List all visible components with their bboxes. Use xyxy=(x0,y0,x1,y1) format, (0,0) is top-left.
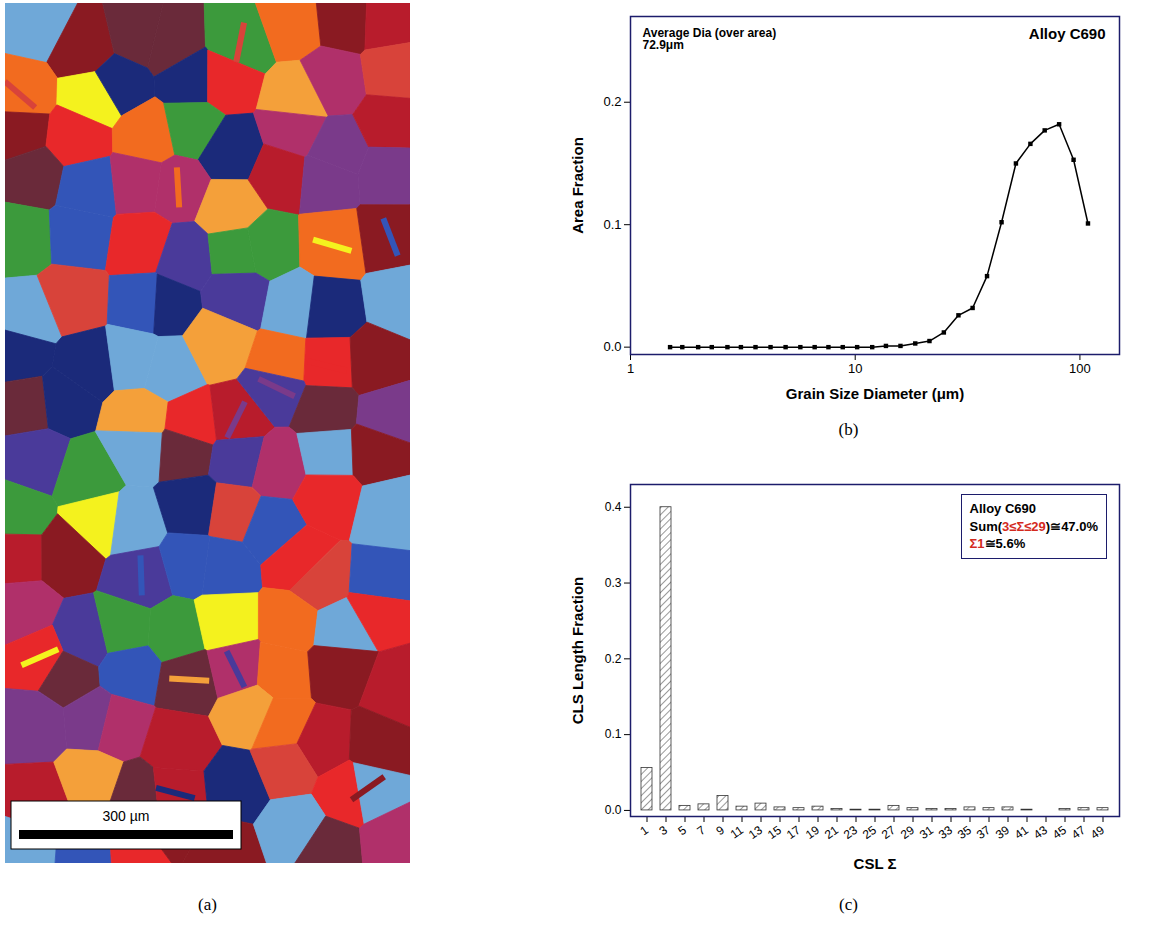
svg-text:17: 17 xyxy=(784,823,803,842)
svg-text:100: 100 xyxy=(1069,361,1091,376)
svg-text:33: 33 xyxy=(936,823,955,842)
svg-text:37: 37 xyxy=(974,823,993,842)
svg-text:0.3: 0.3 xyxy=(605,576,622,590)
svg-text:47: 47 xyxy=(1069,823,1088,842)
svg-text:Alloy C690: Alloy C690 xyxy=(1029,25,1106,42)
html-text:Alloy C690: Alloy C690 xyxy=(969,501,1036,516)
svg-text:0.1: 0.1 xyxy=(605,727,622,741)
svg-text:0.1: 0.1 xyxy=(603,217,621,232)
svg-text:43: 43 xyxy=(1031,823,1050,842)
svg-text:45: 45 xyxy=(1050,823,1069,842)
svg-text:19: 19 xyxy=(803,823,822,842)
svg-text:1: 1 xyxy=(637,823,651,838)
svg-text:13: 13 xyxy=(746,823,765,842)
html-text:(b): (b) xyxy=(838,420,859,439)
svg-text:49: 49 xyxy=(1088,823,1107,842)
svg-text:CSL Σ: CSL Σ xyxy=(854,855,897,872)
svg-text:0.2: 0.2 xyxy=(605,652,622,666)
svg-text:23: 23 xyxy=(841,823,860,842)
html-text:(c): (c) xyxy=(839,895,858,914)
html-text:Σ1 ≅5.6%: Σ1 ≅5.6% xyxy=(969,536,1026,552)
svg-text:300 µm: 300 µm xyxy=(103,808,150,824)
svg-text:10: 10 xyxy=(848,361,862,376)
svg-text:CLS Length Fraction: CLS Length Fraction xyxy=(569,577,586,725)
svg-text:5: 5 xyxy=(675,823,689,838)
svg-text:7: 7 xyxy=(694,823,708,838)
svg-text:35: 35 xyxy=(955,823,974,842)
svg-text:31: 31 xyxy=(917,823,936,842)
svg-text:11: 11 xyxy=(728,823,747,842)
svg-text:29: 29 xyxy=(898,823,917,842)
svg-text:15: 15 xyxy=(765,823,784,842)
svg-text:39: 39 xyxy=(993,823,1012,842)
svg-text:27: 27 xyxy=(879,823,898,842)
svg-text:3: 3 xyxy=(656,823,670,838)
svg-text:Grain Size Diameter (μm): Grain Size Diameter (μm) xyxy=(786,385,964,402)
svg-text:21: 21 xyxy=(822,823,841,842)
svg-text:0.0: 0.0 xyxy=(605,803,622,817)
svg-text:0.2: 0.2 xyxy=(603,94,621,109)
svg-text:9: 9 xyxy=(713,823,727,838)
svg-text:41: 41 xyxy=(1012,823,1031,842)
svg-text:0.0: 0.0 xyxy=(603,339,621,354)
svg-text:1: 1 xyxy=(627,361,634,376)
svg-text:Average Dia (over area)72.9μm: Average Dia (over area)72.9μm xyxy=(643,26,777,52)
html-text:(a): (a) xyxy=(198,895,217,914)
svg-text:25: 25 xyxy=(860,823,879,842)
svg-text:0.4: 0.4 xyxy=(605,500,622,514)
html-text:Sum(3≤Σ≤29)≅47.0%: Sum(3≤Σ≤29)≅47.0% xyxy=(969,518,1098,534)
svg-text:Area Fraction: Area Fraction xyxy=(569,137,586,234)
